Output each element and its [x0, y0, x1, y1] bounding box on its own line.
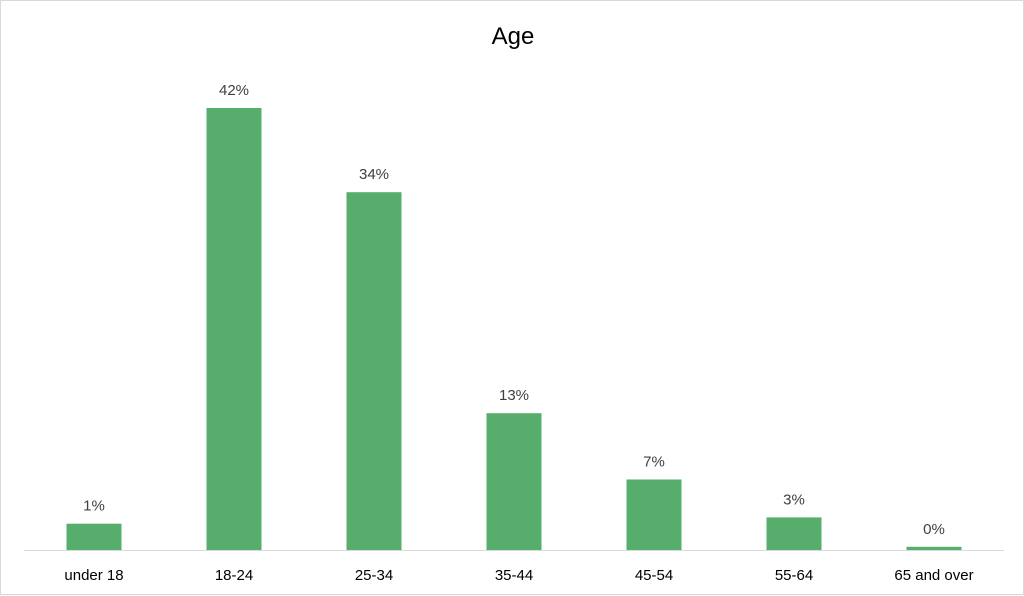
chart-title: Age — [492, 23, 535, 50]
x-tick-label-1: 18-24 — [215, 567, 253, 584]
bar-4 — [626, 479, 682, 550]
bar-2 — [346, 192, 402, 550]
bars — [66, 108, 962, 550]
data-labels: 1% 42% 34% 13% 7% 3% 0% — [83, 82, 945, 538]
data-label-1: 42% — [219, 82, 249, 99]
x-tick-label-4: 45-54 — [635, 567, 673, 584]
data-label-5: 3% — [783, 491, 805, 508]
x-tick-label-3: 35-44 — [495, 567, 533, 584]
x-tick-label-6: 65 and over — [894, 567, 973, 584]
bar-0 — [66, 523, 122, 550]
data-label-0: 1% — [83, 498, 105, 515]
bar-3 — [486, 413, 542, 550]
data-label-2: 34% — [359, 166, 389, 183]
bar-1 — [206, 108, 262, 550]
x-tick-label-5: 55-64 — [775, 567, 813, 584]
x-tick-label-0: under 18 — [64, 567, 123, 584]
data-label-6: 0% — [923, 521, 945, 538]
data-label-4: 7% — [643, 454, 665, 471]
data-label-3: 13% — [499, 387, 529, 404]
x-tick-label-2: 25-34 — [355, 567, 393, 584]
x-tick-labels: under 18 18-24 25-34 35-44 45-54 55-64 65 and … — [64, 567, 973, 584]
bar-6 — [906, 546, 962, 550]
bar-5 — [766, 517, 822, 550]
